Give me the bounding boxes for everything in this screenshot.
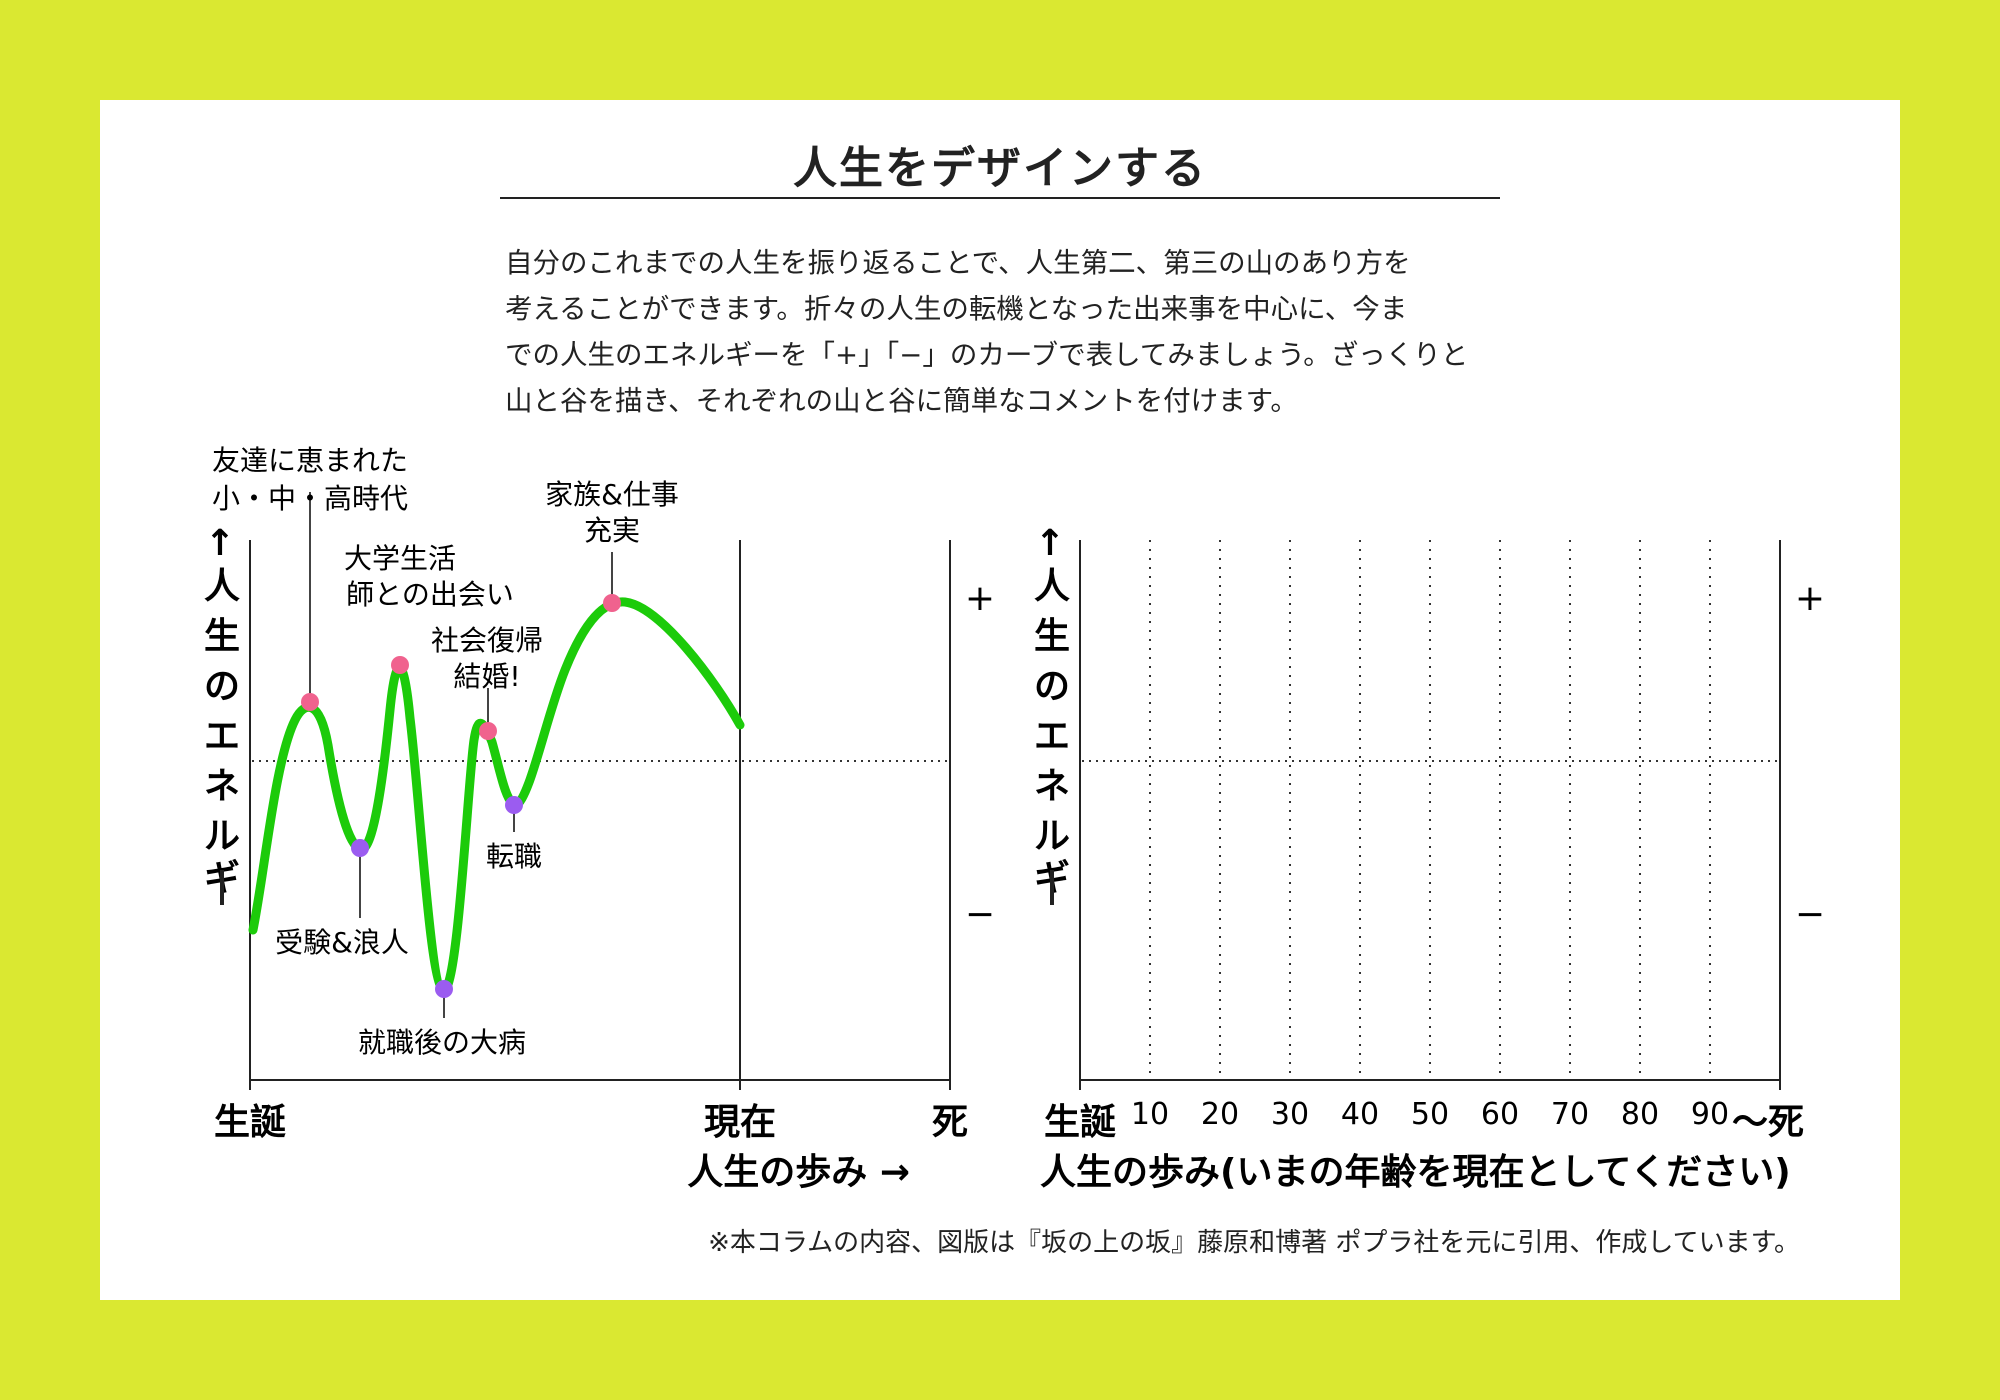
age-tick-label: 60 [1481,1097,1519,1132]
y-axis-char: ル [1034,816,1070,857]
age-tick-label: 20 [1201,1097,1239,1132]
y-axis-char: の [1034,666,1070,707]
minus-sign: − [1795,894,1825,935]
description-line: 山と谷を描き、それぞれの山と谷に簡単なコメントを付けます。 [505,385,1298,417]
event-label: 友達に恵まれた [212,444,408,477]
plus-sign: + [965,578,995,619]
y-axis-char: エ [1034,716,1070,757]
y-axis-char: 生 [204,616,240,657]
age-tick-label: 10 [1131,1097,1169,1132]
event-label: 転職 [486,840,542,873]
title-underline [500,197,1500,199]
age-tick-label: 40 [1341,1097,1379,1132]
peak-marker [603,594,621,612]
event-label: 受験&浪人 [275,926,409,959]
y-axis-char: 生 [1034,616,1070,657]
event-label: 充実 [584,514,640,547]
age-tick-label: 50 [1411,1097,1449,1132]
age-tick-label: 80 [1621,1097,1659,1132]
x-axis-title: 人生の歩み(いまの年齢を現在としてください) [1040,1152,1791,1193]
x-axis-title: 人生の歩み → [687,1152,910,1193]
event-label: 師との出会い [346,578,514,611]
age-tick-label: 70 [1551,1097,1589,1132]
peak-marker [391,656,409,674]
age-tick-label: 30 [1271,1097,1309,1132]
y-axis-char: の [204,666,240,707]
event-label: 大学生活 [344,542,456,575]
valley-marker [351,839,369,857]
age-tick-label: 90 [1691,1097,1729,1132]
y-axis-char: 人 [1034,566,1070,607]
y-axis-char: 人 [204,566,240,607]
valley-marker [435,980,453,998]
description-line: 考えることができます。折々の人生の転機となった出来事を中心に、今ま [505,293,1408,325]
description-line: 自分のこれまでの人生を振り返ることで、人生第二、第三の山のあり方を [505,247,1411,279]
death-label: 死 [932,1102,968,1143]
birth-label: 生誕 [214,1102,286,1143]
y-axis-char: ネ [204,766,240,807]
y-axis-char: ル [204,816,240,857]
minus-sign: − [965,894,995,935]
description-line: での人生のエネルギーを「+」「−」のカーブで表してみましょう。ざっくりと [505,339,1469,371]
event-label: 結婚! [453,660,520,693]
event-label: 社会復帰 [431,624,543,657]
footnote: ※本コラムの内容、図版は『坂の上の坂』藤原和博著 ポプラ社を元に引用、作成してい… [708,1228,1800,1258]
event-label: 家族&仕事 [545,478,679,511]
y-axis-char: ネ [1034,766,1070,807]
present-label: 現在 [704,1102,776,1143]
plus-sign: + [1795,578,1825,619]
death-label: 〜死 [1732,1102,1804,1143]
description: 自分のこれまでの人生を振り返ることで、人生第二、第三の山のあり方を 考えることが… [505,240,1525,424]
event-label: 小・中・高時代 [212,482,408,515]
y-axis-char: エ [204,716,240,757]
y-axis-arrow: ↑ [1035,523,1065,564]
content-card [100,100,1900,1300]
right-chart: ↑ 人 生 の エ ネ ル ギ + − 生誕 10 20 30 40 50 60… [1034,523,1825,1193]
left-chart: ↑ 人 生 の エ ネ ル ギ + − 生誕 現在 死 人生の歩み → 友達に恵… [204,444,995,1193]
event-label: 就職後の大病 [358,1026,526,1059]
valley-marker [505,796,523,814]
peak-marker [301,693,319,711]
page-title: 人生をデザインする [793,143,1207,194]
birth-label: 生誕 [1044,1102,1116,1143]
peak-marker [479,722,497,740]
y-axis-arrow: ↑ [205,523,235,564]
